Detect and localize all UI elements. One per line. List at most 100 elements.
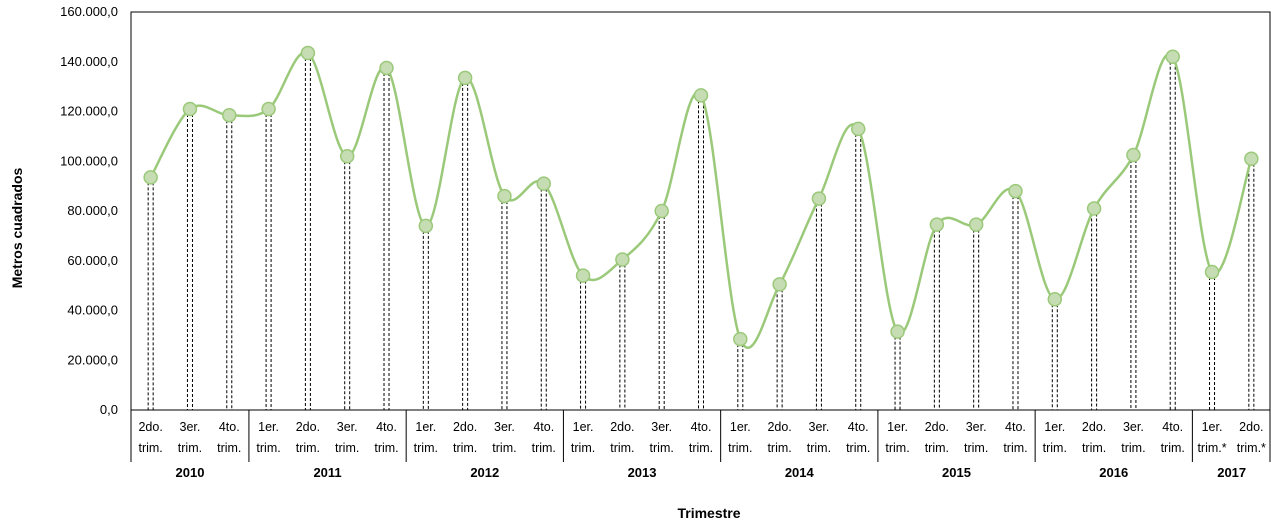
data-point bbox=[497, 188, 512, 204]
x-tick-label: trim. bbox=[1161, 441, 1185, 455]
x-tick-label: 1er. bbox=[730, 420, 751, 434]
x-tick-label: 4to. bbox=[219, 420, 240, 434]
data-point bbox=[1008, 183, 1023, 199]
data-point bbox=[1244, 151, 1259, 167]
data-point bbox=[1165, 49, 1180, 65]
data-point bbox=[811, 191, 827, 206]
year-label: 2014 bbox=[785, 465, 815, 480]
year-label: 2012 bbox=[470, 465, 499, 480]
x-tick-label: 1er. bbox=[1044, 420, 1065, 434]
year-label: 2016 bbox=[1099, 465, 1128, 480]
x-tick-label: trim. bbox=[296, 441, 320, 455]
x-tick-label: trim. bbox=[1003, 441, 1027, 455]
x-tick-label: 4to. bbox=[376, 420, 397, 434]
x-tick-label: 3er. bbox=[966, 420, 987, 434]
drop-lines bbox=[147, 53, 1255, 410]
year-label: 2010 bbox=[176, 465, 205, 480]
data-point bbox=[261, 101, 276, 117]
series-path bbox=[149, 51, 1253, 349]
plot-area bbox=[130, 11, 1271, 411]
y-tick-label: 140.000,0 bbox=[60, 54, 118, 69]
data-point bbox=[1047, 292, 1063, 307]
x-tick-label: 4to. bbox=[691, 420, 712, 434]
x-tick-label: 1er. bbox=[1202, 420, 1223, 434]
x-tick-label: trim. bbox=[650, 441, 674, 455]
data-point bbox=[536, 176, 552, 191]
x-tick-label: 3er. bbox=[651, 420, 672, 434]
data-points bbox=[143, 45, 1259, 347]
x-tick-label: trim. bbox=[964, 441, 988, 455]
x-axis-title: Trimestre bbox=[677, 505, 740, 521]
data-point bbox=[300, 45, 316, 61]
data-point bbox=[143, 170, 158, 185]
x-tick-label: 4to. bbox=[1005, 420, 1026, 434]
data-point bbox=[733, 331, 748, 347]
data-point bbox=[968, 217, 984, 232]
data-point bbox=[575, 268, 591, 283]
x-tick-label: 2do. bbox=[296, 420, 320, 434]
data-point bbox=[339, 149, 355, 164]
x-tick-label: 1er. bbox=[573, 420, 594, 434]
y-tick-label: 60.000,0 bbox=[67, 253, 118, 268]
y-axis-ticks: 0,0 20.000,0 40.000,0 60.000,0 80.000,0 100.0… bbox=[60, 4, 118, 417]
x-tick-label: trim.* bbox=[1197, 441, 1226, 455]
x-tick-label: trim. bbox=[728, 441, 752, 455]
data-point bbox=[379, 60, 394, 76]
x-tick-label: trim. bbox=[256, 441, 280, 455]
y-tick-label: 160.000,0 bbox=[60, 4, 118, 19]
x-tick-label: trim.* bbox=[1237, 441, 1266, 455]
x-tick-label: 4to. bbox=[533, 420, 554, 434]
series-line bbox=[149, 51, 1253, 349]
x-tick-label: 2do. bbox=[138, 420, 162, 434]
y-axis-title: Metros cuadrados bbox=[9, 167, 25, 288]
x-tick-label: 1er. bbox=[415, 420, 436, 434]
y-tick-label: 40.000,0 bbox=[67, 303, 118, 318]
data-point bbox=[929, 217, 945, 232]
x-tick-label: trim. bbox=[492, 441, 516, 455]
x-tick-label: trim. bbox=[689, 441, 713, 455]
x-tick-label: 3er. bbox=[1123, 420, 1144, 434]
data-point bbox=[850, 121, 866, 137]
data-point bbox=[772, 277, 787, 292]
year-labels: 2010 2011 2012 2013 2014 2015 2016 2017 bbox=[130, 410, 1271, 480]
x-tick-label: trim. bbox=[925, 441, 949, 455]
x-tick-label: 3er. bbox=[494, 420, 515, 434]
x-tick-label: trim. bbox=[767, 441, 791, 455]
x-tick-label: trim. bbox=[335, 441, 359, 455]
x-tick-label: trim. bbox=[807, 441, 831, 455]
x-tick-label: 2do. bbox=[453, 420, 477, 434]
x-tick-label: 2do. bbox=[925, 420, 949, 434]
data-point bbox=[615, 252, 630, 267]
year-label: 2011 bbox=[313, 465, 341, 480]
y-tick-label: 0,0 bbox=[100, 402, 118, 417]
plot-border bbox=[130, 11, 1271, 411]
data-point bbox=[654, 203, 669, 219]
x-tick-label: trim. bbox=[571, 441, 595, 455]
x-tick-label: trim. bbox=[1121, 441, 1145, 455]
x-tick-label: trim. bbox=[885, 441, 909, 455]
x-tick-label: trim. bbox=[138, 441, 162, 455]
x-tick-label: 2do. bbox=[1239, 420, 1263, 434]
data-point bbox=[890, 324, 905, 339]
x-tick-label: 1er. bbox=[258, 420, 279, 434]
y-tick-label: 100.000,0 bbox=[60, 153, 118, 168]
x-tick-label: trim. bbox=[453, 441, 477, 455]
x-tick-label: trim. bbox=[414, 441, 438, 455]
data-point bbox=[457, 70, 473, 86]
x-tick-label: trim. bbox=[217, 441, 241, 455]
year-label: 2017 bbox=[1217, 465, 1246, 480]
x-tick-label: 3er. bbox=[337, 420, 358, 434]
data-point bbox=[1086, 201, 1102, 216]
x-tick-label: trim. bbox=[1043, 441, 1067, 455]
x-tick-label: 1er. bbox=[887, 420, 908, 434]
data-point bbox=[222, 107, 237, 123]
x-tick-label: 4to. bbox=[848, 420, 869, 434]
x-tick-label: 3er. bbox=[180, 420, 201, 434]
data-point bbox=[693, 88, 709, 103]
x-tick-label: trim. bbox=[846, 441, 870, 455]
y-tick-label: 80.000,0 bbox=[67, 203, 118, 218]
y-tick-label: 20.000,0 bbox=[67, 352, 118, 367]
x-tick-label: 3er. bbox=[809, 420, 830, 434]
x-tick-label: trim. bbox=[1082, 441, 1106, 455]
